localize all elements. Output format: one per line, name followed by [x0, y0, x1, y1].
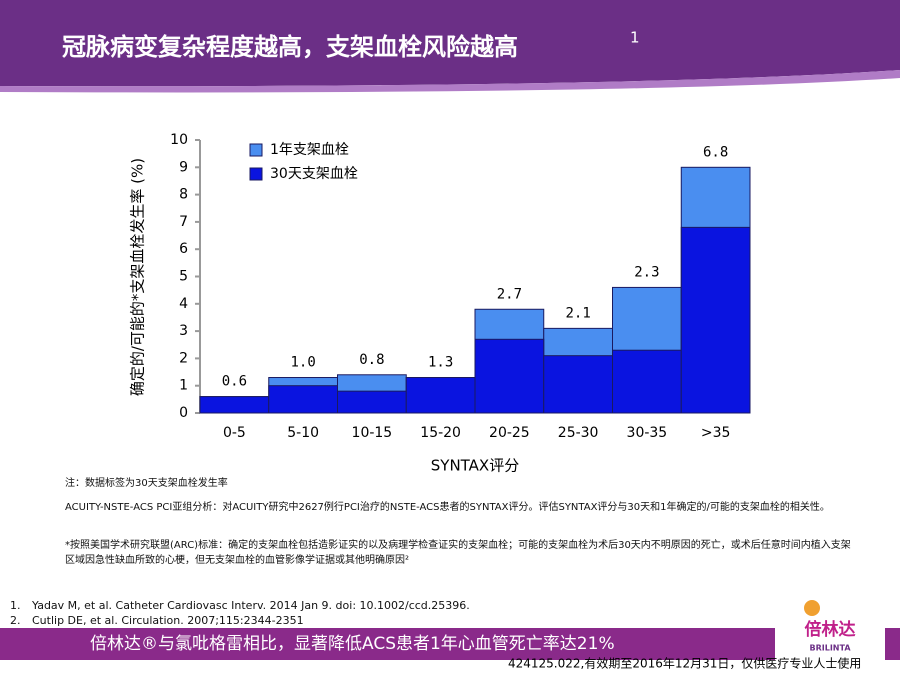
banner-text: 倍林达®与氯吡格雷相比，显著降低ACS患者1年心血管死亡率达21% [90, 634, 615, 654]
x-tick-label: >35 [701, 425, 731, 441]
bar [680, 226, 751, 414]
bar [405, 377, 476, 414]
bar [199, 396, 270, 414]
y-tick-label: 7 [179, 214, 188, 230]
data-label: 0.8 [359, 352, 384, 368]
legend-swatch [249, 167, 263, 181]
y-axis-label: 确定的/可能的*支架血栓发生率 (%) [129, 158, 147, 396]
header-band [0, 0, 900, 87]
banner [0, 628, 900, 660]
logo-box [775, 600, 885, 660]
reference: Yadav M, et al. Catheter Cardiovasc Inte… [32, 599, 470, 612]
bar [474, 338, 545, 414]
y-tick-label: 5 [179, 269, 188, 285]
y-tick-label: 4 [179, 296, 188, 312]
y-tick-label: 0 [179, 405, 188, 421]
bar [268, 385, 338, 414]
y-tick-label: 2 [179, 350, 188, 366]
x-tick-label: 30-35 [627, 425, 668, 441]
logo-text: 倍林达 [805, 619, 856, 640]
ref-num: 2. [10, 614, 21, 627]
y-tick-label: 6 [179, 241, 188, 257]
definition: *按照美国学术研究联盟(ARC)标准：确定的支架血栓包括造影证实的以及病理学检查… [65, 540, 851, 566]
bar [612, 349, 682, 414]
y-tick-label: 10 [170, 132, 188, 148]
note: 注：数据标签为30天支架血栓发生率 [65, 478, 228, 489]
logo-sub: BRILINTA [809, 644, 851, 653]
x-tick-label: 15-20 [420, 425, 461, 441]
data-label: 2.7 [497, 286, 522, 302]
data-label: 2.1 [565, 305, 590, 321]
data-label: 1.3 [428, 355, 453, 371]
y-tick-label: 9 [179, 159, 188, 175]
data-label: 1.0 [290, 355, 315, 371]
x-tick-label: 5-10 [287, 425, 319, 441]
x-axis-label: SYNTAX评分 [431, 457, 519, 475]
x-tick-label: 10-15 [352, 425, 393, 441]
bar [337, 390, 407, 414]
data-label: 2.3 [634, 264, 659, 280]
y-tick-label: 1 [179, 378, 188, 394]
title-superscript: 1 [630, 29, 640, 47]
x-tick-label: 20-25 [489, 425, 530, 441]
x-tick-label: 25-30 [558, 425, 599, 441]
bar [543, 355, 613, 414]
logo-icon [804, 600, 820, 616]
header-accent [0, 70, 900, 93]
legend-swatch [249, 143, 263, 157]
y-tick-label: 3 [179, 323, 188, 339]
legend-label: 30天支架血栓 [270, 166, 358, 182]
y-tick-label: 8 [179, 187, 188, 203]
data-label: 0.6 [222, 374, 247, 390]
slide-title: 冠脉病变复杂程度越高，支架血栓风险越高 [62, 33, 518, 61]
footer: 424125.022,有效期至2016年12月31日，仅供医疗专业人士使用 [508, 656, 861, 671]
data-label: 6.8 [703, 144, 728, 160]
legend-label: 1年支架血栓 [270, 142, 349, 158]
analysis: ACUITY-NSTE-ACS PCI亚组分析：对ACUITY研究中2627例行… [65, 502, 830, 513]
reference: Cutlip DE, et al. Circulation. 2007;115:… [32, 614, 304, 627]
x-tick-label: 0-5 [223, 425, 246, 441]
ref-num: 1. [10, 599, 21, 612]
